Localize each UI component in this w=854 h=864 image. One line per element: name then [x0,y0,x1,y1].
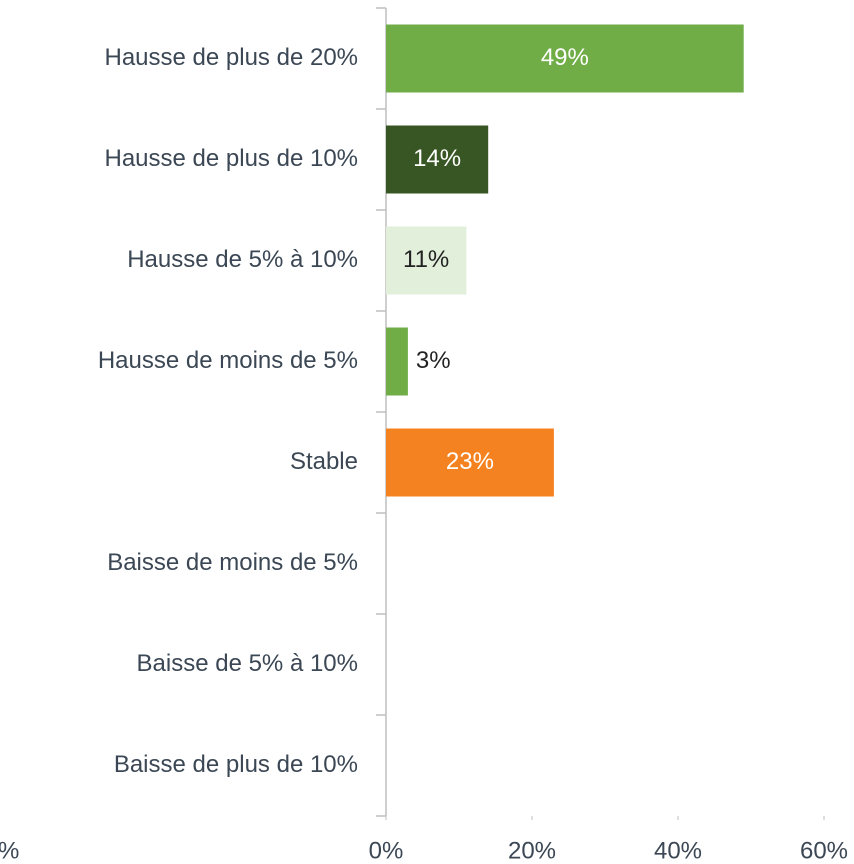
category-label: Hausse de plus de 20% [105,44,359,71]
bar [386,125,489,194]
category-label: Baisse de plus de 10% [114,751,358,778]
value-label: 3% [416,347,451,374]
x-tick-label: 40% [654,837,702,864]
bar [386,428,554,497]
category-label: Stable [290,448,358,475]
x-tick-label: 60% [800,837,848,864]
x-tick-label: 20% [508,837,556,864]
bar [386,327,408,396]
bar [386,226,467,295]
category-label: Hausse de plus de 10% [105,145,359,172]
value-label: 23% [446,448,494,475]
x-tick-label: 0% [369,837,404,864]
category-label: Baisse de moins de 5% [107,549,358,576]
value-label: 14% [413,145,461,172]
bar [386,24,744,93]
value-label: 49% [541,44,589,71]
cut-off-label: % [0,837,19,864]
value-label: 11% [403,246,449,273]
category-label: Hausse de 5% à 10% [127,246,358,273]
category-label: Baisse de 5% à 10% [137,650,358,677]
category-label: Hausse de moins de 5% [98,347,358,374]
